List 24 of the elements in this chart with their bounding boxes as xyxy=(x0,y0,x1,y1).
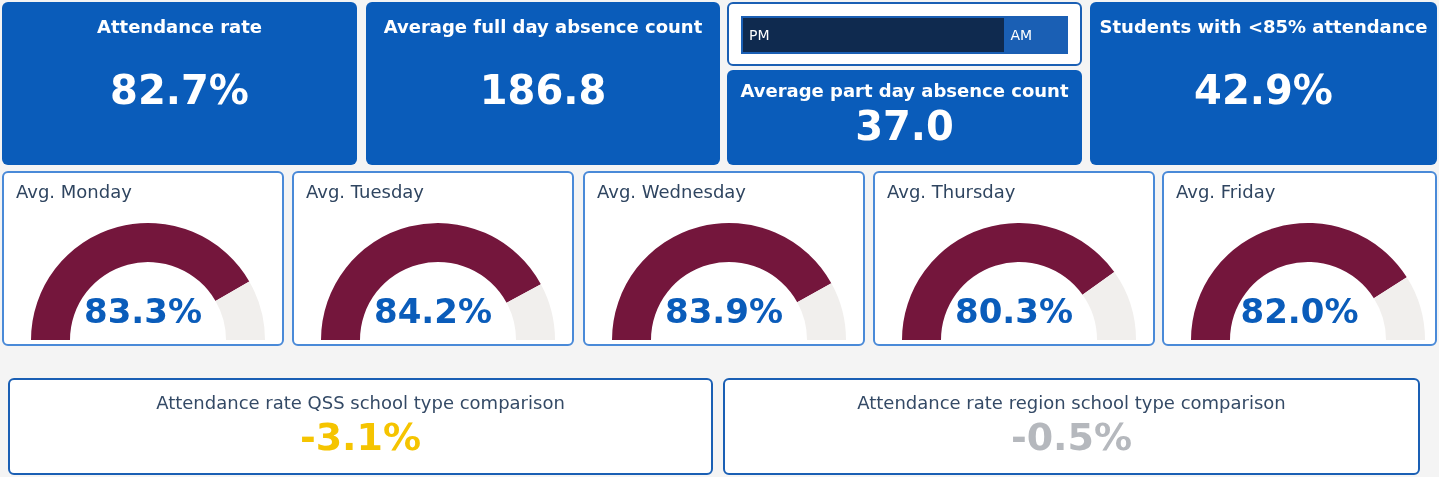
text: 42.9% xyxy=(1193,67,1334,113)
text: -3.1% xyxy=(298,415,423,459)
text: PM xyxy=(743,18,1005,52)
chart-title: Avg. Tuesday xyxy=(306,181,425,202)
data-label: 82.0% xyxy=(1239,291,1360,331)
chart-title: Avg. Friday xyxy=(1176,181,1276,202)
data-label: 83.3% xyxy=(83,291,203,331)
text: 82.7% xyxy=(109,67,250,113)
text: Attendance rate region school type comparison xyxy=(856,392,1287,413)
data-label: 80.3% xyxy=(954,291,1074,331)
text: 37.0 xyxy=(854,103,955,149)
data-label: 84.2% xyxy=(373,291,493,331)
text: AM xyxy=(1004,18,1066,52)
text: Attendance rate xyxy=(96,16,263,37)
text: Average part day absence count xyxy=(739,80,1070,101)
chart-title: Avg. Thursday xyxy=(887,181,1016,202)
chart-title: Avg. Monday xyxy=(16,181,132,202)
chart-title: Avg. Wednesday xyxy=(597,181,746,202)
data-label: 83.9% xyxy=(664,291,784,331)
text: 186.8 xyxy=(478,67,608,113)
text: Average full day absence count xyxy=(382,16,704,37)
text: -0.5% xyxy=(1009,415,1134,459)
text: Attendance rate QSS school type comparison xyxy=(155,392,566,413)
text: Students with <85% attendance xyxy=(1098,16,1429,37)
